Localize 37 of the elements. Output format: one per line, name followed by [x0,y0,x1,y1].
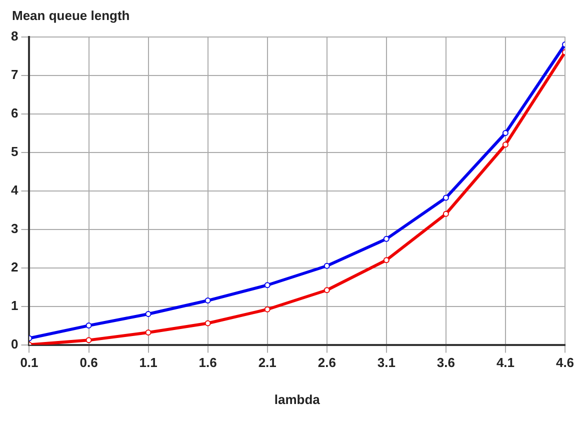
point [383,257,390,264]
x-tick-label: 4.6 [556,355,574,370]
y-axis-title: Mean queue length [11,8,131,25]
y-tick-label: 7 [10,66,18,82]
point [383,236,390,242]
x-tick-label: 1.6 [198,355,217,370]
x-tick-label: 1.1 [139,355,158,370]
y-tick-label: 3 [10,220,18,236]
point [204,320,211,326]
point [502,130,508,136]
point [264,282,270,288]
point [442,194,449,201]
y-tick-label: 1 [10,298,18,313]
x-tick-label: 2.1 [258,355,276,370]
y-tick-label: 8 [10,28,18,44]
point [204,298,211,304]
point [145,329,152,336]
x-tick-label: 0.1 [20,355,38,370]
y-tick-label: 0 [10,336,18,352]
point [502,142,508,148]
point [145,311,152,317]
y-tick-label: 2 [10,259,18,274]
x-tick-label: 3.1 [377,355,396,370]
point [324,287,330,294]
y-tick-label: 4 [10,182,19,198]
x-tick-label: 2.6 [318,355,336,370]
y-tick-label: 5 [10,144,18,159]
point [86,337,92,344]
x-tick-label: 0.6 [80,355,98,370]
x-tick-label: 3.6 [436,355,455,370]
point [324,262,330,269]
x-tick-label: 4.1 [496,355,515,370]
point [86,322,92,329]
point [442,210,449,217]
x-axis-title: lambda [274,392,321,407]
y-tick-label: 6 [10,105,18,120]
point [264,306,270,312]
